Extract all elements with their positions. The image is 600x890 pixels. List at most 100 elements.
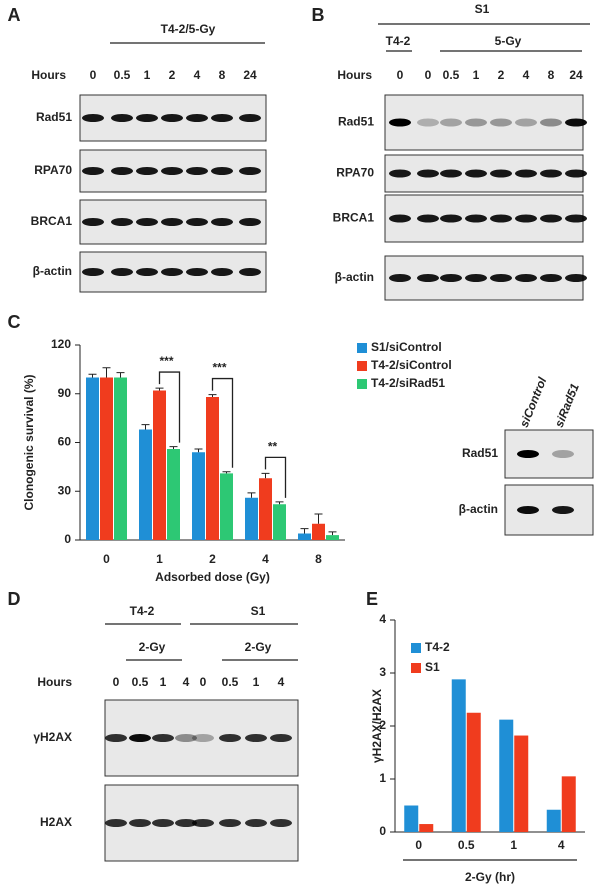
- band: [515, 214, 537, 223]
- hour-label: 0: [425, 68, 432, 82]
- band: [152, 734, 174, 742]
- error-bar: [141, 424, 150, 430]
- band: [490, 169, 512, 178]
- y-tick-label: 1: [379, 771, 386, 785]
- y-tick-label: 90: [58, 386, 72, 400]
- error-bar: [208, 394, 217, 397]
- band: [540, 274, 562, 282]
- y-tick-label: 0: [379, 824, 386, 838]
- band: [389, 118, 411, 127]
- bar: [139, 429, 152, 540]
- band: [82, 114, 104, 122]
- band: [239, 167, 261, 175]
- hours-label: Hours: [37, 675, 72, 689]
- bar: [86, 377, 99, 540]
- band: [417, 274, 439, 282]
- band: [565, 214, 587, 223]
- hour-label: 24: [569, 68, 583, 82]
- hour-label: 0: [200, 675, 207, 689]
- significance-label: ***: [212, 361, 226, 375]
- band: [389, 169, 411, 178]
- hour-label: 8: [548, 68, 555, 82]
- bar: [419, 824, 434, 832]
- band: [186, 114, 208, 122]
- legend-label: S1/siControl: [371, 340, 442, 354]
- band: [540, 214, 562, 223]
- bar: [499, 719, 514, 832]
- band: [211, 218, 233, 226]
- bar: [245, 497, 258, 540]
- bar: [404, 805, 419, 832]
- y-axis-label: Clonogenic survival (%): [22, 374, 36, 510]
- x-tick-label: 1: [156, 552, 163, 566]
- hour-label: 0: [90, 68, 97, 82]
- panel-letter: A: [8, 5, 21, 25]
- hour-label: 2: [498, 68, 505, 82]
- band: [82, 218, 104, 226]
- x-tick-label: 8: [315, 552, 322, 566]
- band: [239, 114, 261, 122]
- blot-label: β-actin: [33, 264, 72, 278]
- control-label: T4-2: [386, 34, 411, 48]
- band: [129, 734, 151, 742]
- significance-bracket: [264, 456, 287, 498]
- legend-label: T4-2/siControl: [371, 358, 452, 372]
- band: [417, 169, 439, 178]
- legend-swatch: [357, 361, 367, 371]
- band: [161, 218, 183, 226]
- band: [552, 450, 574, 458]
- band: [211, 114, 233, 122]
- bar: [312, 523, 325, 540]
- band: [82, 268, 104, 276]
- legend-label: T4-2/siRad51: [371, 376, 445, 390]
- band: [540, 118, 562, 127]
- bar: [466, 712, 481, 832]
- band: [111, 167, 133, 175]
- blot-label: Rad51: [338, 115, 374, 129]
- band: [105, 734, 127, 742]
- hour-label: 1: [160, 675, 167, 689]
- bar: [561, 776, 576, 832]
- band: [270, 734, 292, 742]
- x-tick-label: 1: [510, 838, 517, 852]
- error-bar: [222, 471, 231, 474]
- hour-label: 4: [278, 675, 285, 689]
- band: [161, 167, 183, 175]
- blot-label: RPA70: [34, 163, 72, 177]
- panel-letter: C: [8, 312, 21, 332]
- error-bar: [169, 446, 178, 449]
- band: [517, 450, 539, 458]
- bar: [326, 535, 339, 540]
- legend-swatch: [357, 379, 367, 389]
- band: [490, 118, 512, 127]
- y-tick-label: 0: [64, 532, 71, 546]
- treatment-label: 5-Gy: [495, 34, 522, 48]
- band: [245, 819, 267, 827]
- bar: [114, 377, 127, 540]
- band: [186, 167, 208, 175]
- band: [186, 268, 208, 276]
- band: [161, 268, 183, 276]
- band: [239, 268, 261, 276]
- band: [136, 167, 158, 175]
- x-tick-label: 4: [558, 838, 565, 852]
- x-tick-label: 0: [103, 552, 110, 566]
- panel-letter: E: [366, 589, 378, 609]
- hour-label: 4: [183, 675, 190, 689]
- legend-label: T4-2: [425, 640, 450, 654]
- hour-label: 24: [243, 68, 257, 82]
- band: [440, 274, 462, 282]
- hour-label: 1: [253, 675, 260, 689]
- bar: [514, 735, 529, 832]
- hour-label: 1: [473, 68, 480, 82]
- bar: [259, 478, 272, 540]
- band: [465, 118, 487, 127]
- significance-bracket: [158, 371, 181, 443]
- blot-label: H2AX: [40, 815, 72, 829]
- blot: [384, 94, 584, 151]
- band: [440, 214, 462, 223]
- significance-label: ***: [159, 354, 173, 368]
- y-tick-label: 4: [379, 612, 386, 626]
- blot-label: Rad51: [36, 110, 72, 124]
